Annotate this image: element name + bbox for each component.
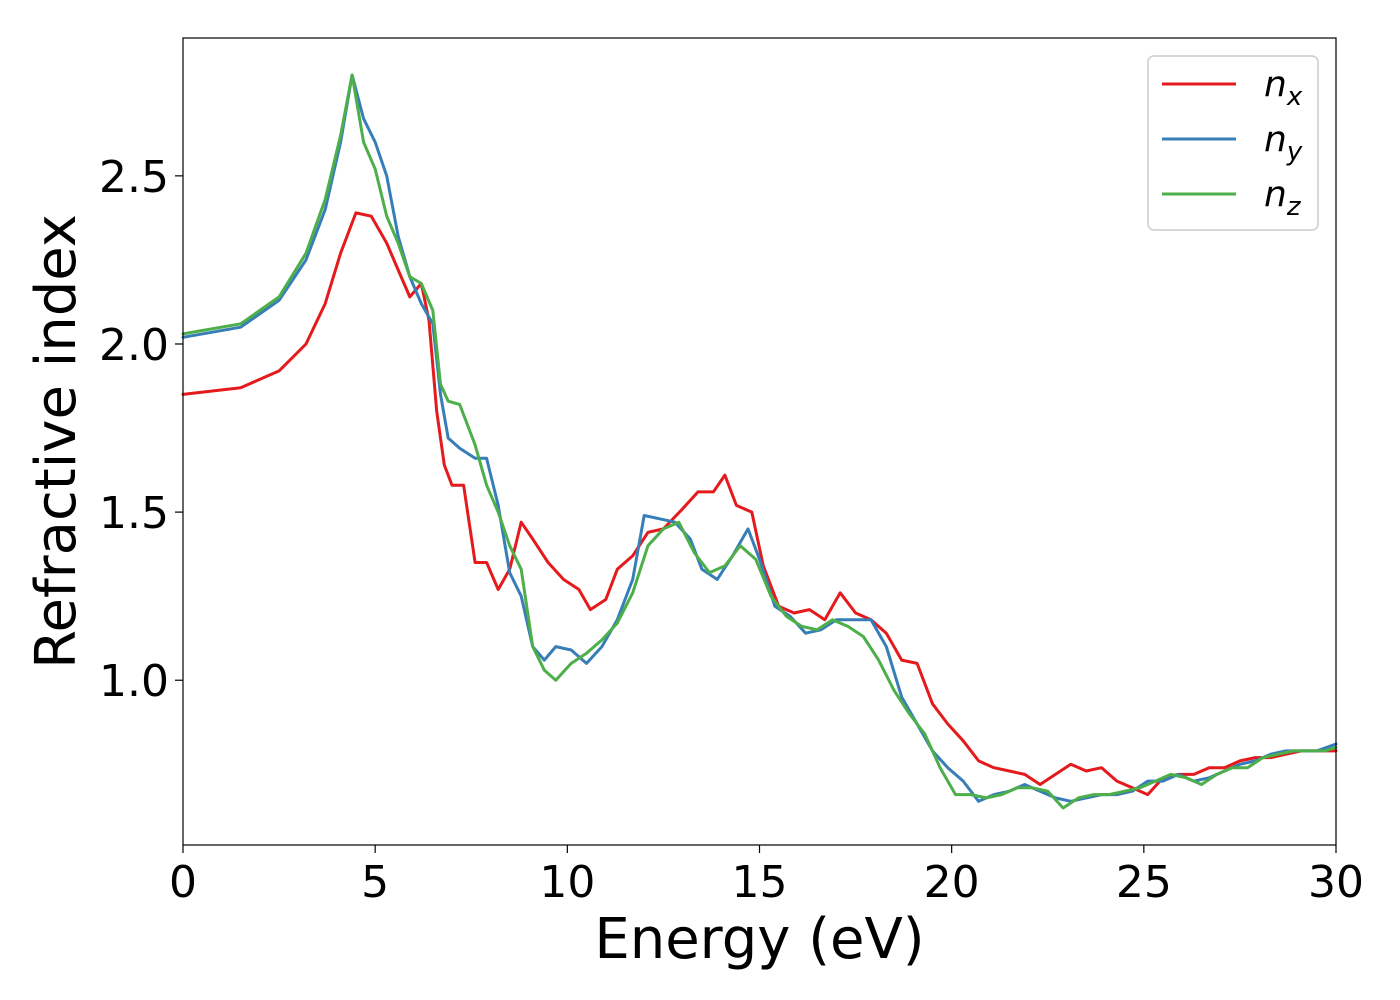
x-ticks: 0 5 10 15 20 25 30 — [169, 845, 1364, 908]
series-line-nx — [181, 211, 1338, 797]
series-line-ny — [181, 73, 1338, 803]
x-tick-label: 15 — [732, 857, 788, 908]
legend-label-nz: nz — [1264, 174, 1302, 222]
y-tick-label: 1.5 — [99, 488, 169, 539]
x-tick-label: 30 — [1308, 857, 1364, 908]
x-tick-label: 25 — [1116, 857, 1172, 908]
y-tick-label: 2.5 — [99, 152, 169, 203]
x-tick-label: 20 — [924, 857, 980, 908]
series-line-nz — [181, 73, 1338, 810]
y-ticks: 1.0 1.5 2.0 2.5 — [99, 152, 183, 707]
x-tick-label: 0 — [169, 857, 197, 908]
legend-box — [1147, 55, 1319, 231]
y-tick-label: 2.0 — [99, 320, 169, 371]
y-axis-label: Refractive index — [24, 214, 89, 669]
x-tick-label: 10 — [539, 857, 595, 908]
y-tick-label: 1.0 — [99, 656, 169, 707]
x-axis-label: Energy (eV) — [594, 907, 924, 972]
x-tick-label: 5 — [361, 857, 389, 908]
series-layer — [181, 73, 1338, 810]
